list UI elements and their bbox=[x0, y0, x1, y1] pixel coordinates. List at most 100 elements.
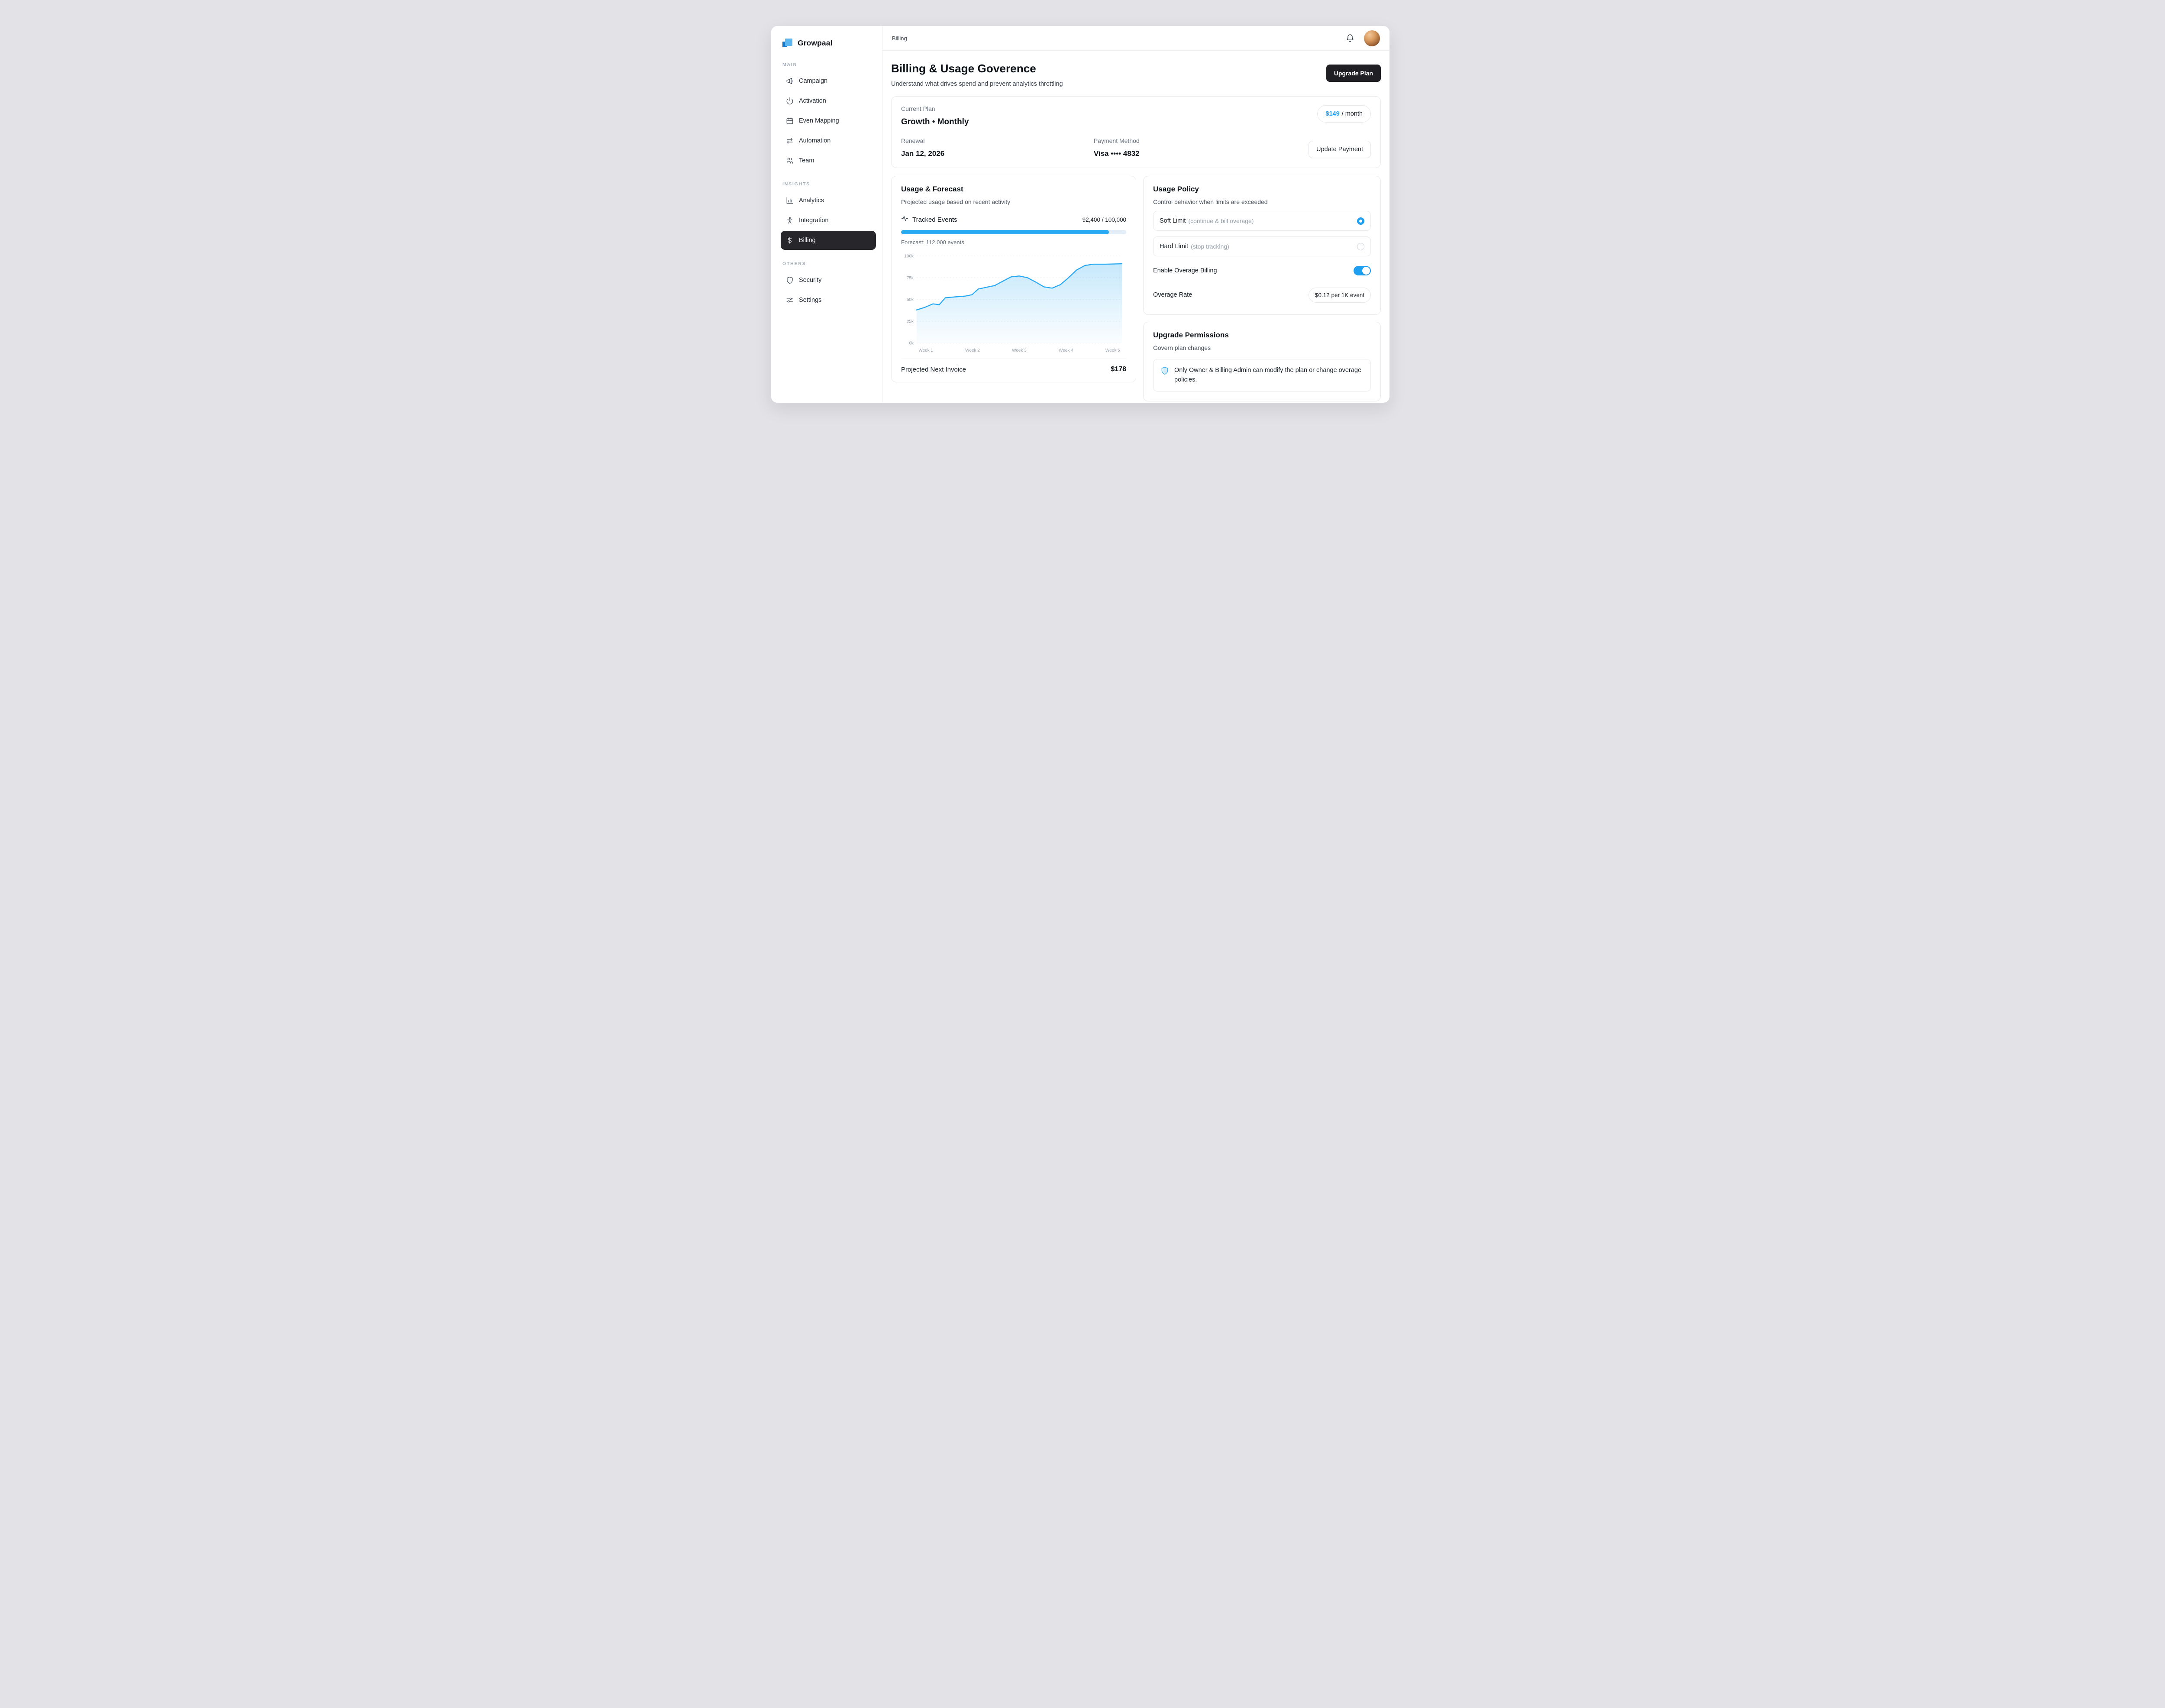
policy-card-title: Usage Policy bbox=[1153, 185, 1199, 193]
soft-limit-option[interactable]: Soft Limit (continue & bill overage) bbox=[1153, 211, 1371, 231]
usage-card-title: Usage & Forecast bbox=[901, 185, 963, 193]
shield-badge-icon bbox=[1160, 366, 1169, 377]
renewal-value: Jan 12, 2026 bbox=[901, 149, 945, 158]
price-pill: $149 / month bbox=[1317, 105, 1371, 123]
policy-card-subtitle: Control behavior when limits are exceede… bbox=[1153, 198, 1268, 205]
sidebar-item-label: Billing bbox=[799, 237, 816, 244]
sidebar-item-settings[interactable]: Settings bbox=[781, 291, 876, 310]
sidebar-item-even-mapping[interactable]: Even Mapping bbox=[781, 111, 876, 130]
app-window: Growpaal MAIN Campaign Activation Even bbox=[771, 26, 1389, 403]
page-subtitle: Understand what drives spend and prevent… bbox=[891, 81, 1063, 87]
permissions-card-subtitle: Govern plan changes bbox=[1153, 344, 1211, 351]
sidebar-item-campaign[interactable]: Campaign bbox=[781, 71, 876, 91]
sidebar-item-billing[interactable]: Billing bbox=[781, 231, 876, 250]
svg-text:0k: 0k bbox=[909, 341, 914, 346]
users-icon bbox=[786, 157, 794, 165]
bar-chart-icon bbox=[786, 197, 794, 204]
usage-card-subtitle: Projected usage based on recent activity bbox=[901, 198, 1011, 205]
hard-limit-option[interactable]: Hard Limit (stop tracking) bbox=[1153, 236, 1371, 256]
power-icon bbox=[786, 97, 794, 105]
usage-chart-container: 100k 75k 50k 25k 0k Week 1 Week 2 Week 3 Week 4 W… bbox=[901, 252, 1126, 355]
page-title: Billing & Usage Goverence bbox=[891, 62, 1036, 75]
current-plan-card: Current Plan Growth • Monthly $149 / mon… bbox=[891, 96, 1381, 168]
overage-billing-toggle[interactable] bbox=[1354, 266, 1371, 275]
svg-text:100k: 100k bbox=[904, 254, 914, 259]
sidebar-item-integration[interactable]: Integration bbox=[781, 211, 876, 230]
sidebar-item-label: Campaign bbox=[799, 78, 828, 84]
logo[interactable]: Growpaal bbox=[781, 35, 876, 51]
svg-text:Week 5: Week 5 bbox=[1105, 348, 1120, 353]
soft-limit-radio[interactable] bbox=[1357, 217, 1364, 225]
breadcrumb: Billing bbox=[892, 35, 907, 42]
update-payment-button[interactable]: Update Payment bbox=[1308, 141, 1371, 158]
usage-progress-fill bbox=[901, 230, 1109, 234]
svg-text:50k: 50k bbox=[907, 298, 914, 302]
price-suffix: / month bbox=[1341, 110, 1363, 117]
permissions-note: Only Owner & Billing Admin can modify th… bbox=[1153, 359, 1371, 391]
projected-invoice-label: Projected Next Invoice bbox=[901, 366, 966, 373]
sidebar-item-security[interactable]: Security bbox=[781, 271, 876, 290]
usage-policy-card: Usage Policy Control behavior when limit… bbox=[1143, 176, 1381, 315]
dollar-icon bbox=[786, 236, 794, 244]
overage-rate-value: $0.12 per 1K event bbox=[1308, 287, 1371, 303]
usage-chart: 100k 75k 50k 25k 0k Week 1 Week 2 Week 3 Week 4 W… bbox=[904, 254, 1123, 353]
sidebar-item-label: Analytics bbox=[799, 197, 824, 204]
sidebar-item-label: Activation bbox=[799, 97, 826, 104]
permissions-card-title: Upgrade Permissions bbox=[1153, 331, 1229, 339]
tracked-events-label: Tracked Events bbox=[912, 216, 957, 223]
sidebar-item-label: Team bbox=[799, 157, 814, 164]
hard-limit-hint: (stop tracking) bbox=[1191, 243, 1229, 250]
hard-limit-label: Hard Limit bbox=[1160, 243, 1189, 250]
sidebar-item-analytics[interactable]: Analytics bbox=[781, 191, 876, 210]
sliders-icon bbox=[786, 296, 794, 304]
svg-text:Week 1: Week 1 bbox=[918, 348, 933, 353]
hard-limit-radio[interactable] bbox=[1357, 243, 1364, 250]
growpaal-logo-icon bbox=[782, 37, 793, 49]
renewal-label: Renewal bbox=[901, 137, 925, 144]
desktop-background: Growpaal MAIN Campaign Activation Even bbox=[745, 0, 1420, 427]
user-avatar[interactable] bbox=[1364, 30, 1380, 46]
permissions-note-text: Only Owner & Billing Admin can modify th… bbox=[1174, 367, 1362, 384]
payment-method-value: Visa •••• 4832 bbox=[1093, 149, 1140, 158]
plan-name: Growth • Monthly bbox=[901, 117, 969, 126]
upgrade-permissions-card: Upgrade Permissions Govern plan changes … bbox=[1143, 322, 1381, 401]
projected-invoice-value: $178 bbox=[1111, 366, 1126, 373]
sidebar-item-label: Security bbox=[799, 277, 822, 284]
sidebar: Growpaal MAIN Campaign Activation Even bbox=[771, 26, 882, 403]
payment-method-label: Payment Method bbox=[1093, 137, 1140, 144]
upgrade-plan-button[interactable]: Upgrade Plan bbox=[1326, 65, 1381, 82]
calendar-icon bbox=[786, 117, 794, 125]
svg-text:25k: 25k bbox=[907, 319, 914, 324]
sidebar-section-others: OTHERS bbox=[782, 261, 806, 266]
sidebar-item-label: Settings bbox=[799, 297, 822, 304]
price-amount: $149 bbox=[1325, 110, 1340, 117]
swap-arrows-icon bbox=[786, 137, 794, 145]
svg-text:Week 4: Week 4 bbox=[1059, 348, 1073, 353]
megaphone-icon bbox=[786, 77, 794, 85]
toggle-knob bbox=[1362, 267, 1370, 275]
sidebar-item-activation[interactable]: Activation bbox=[781, 91, 876, 110]
notifications-bell-icon[interactable] bbox=[1346, 34, 1354, 42]
usage-forecast-card: Usage & Forecast Projected usage based o… bbox=[891, 176, 1136, 383]
sidebar-section-main: MAIN bbox=[782, 62, 798, 67]
main-area: Billing Billing & Usage Goverence Unders… bbox=[882, 26, 1389, 403]
usage-progress-bar bbox=[901, 230, 1126, 234]
sidebar-item-team[interactable]: Team bbox=[781, 151, 876, 170]
sidebar-item-label: Automation bbox=[799, 137, 831, 144]
sidebar-item-label: Even Mapping bbox=[799, 117, 839, 124]
topbar: Billing bbox=[882, 26, 1389, 51]
shield-icon bbox=[786, 276, 794, 284]
current-plan-label: Current Plan bbox=[901, 105, 935, 112]
app-name: Growpaal bbox=[798, 39, 833, 47]
billing-page: Billing & Usage Goverence Understand wha… bbox=[882, 51, 1389, 403]
tracked-events-value: 92,400 / 100,000 bbox=[1082, 216, 1126, 223]
sidebar-item-automation[interactable]: Automation bbox=[781, 131, 876, 150]
sidebar-section-insights: INSIGHTS bbox=[782, 181, 810, 187]
soft-limit-label: Soft Limit bbox=[1160, 217, 1186, 224]
svg-text:Week 3: Week 3 bbox=[1012, 348, 1027, 353]
soft-limit-hint: (continue & bill overage) bbox=[1188, 217, 1254, 224]
svg-text:Week 2: Week 2 bbox=[965, 348, 980, 353]
sidebar-item-label: Integration bbox=[799, 217, 829, 224]
svg-text:75k: 75k bbox=[907, 276, 914, 281]
person-icon bbox=[786, 217, 794, 224]
